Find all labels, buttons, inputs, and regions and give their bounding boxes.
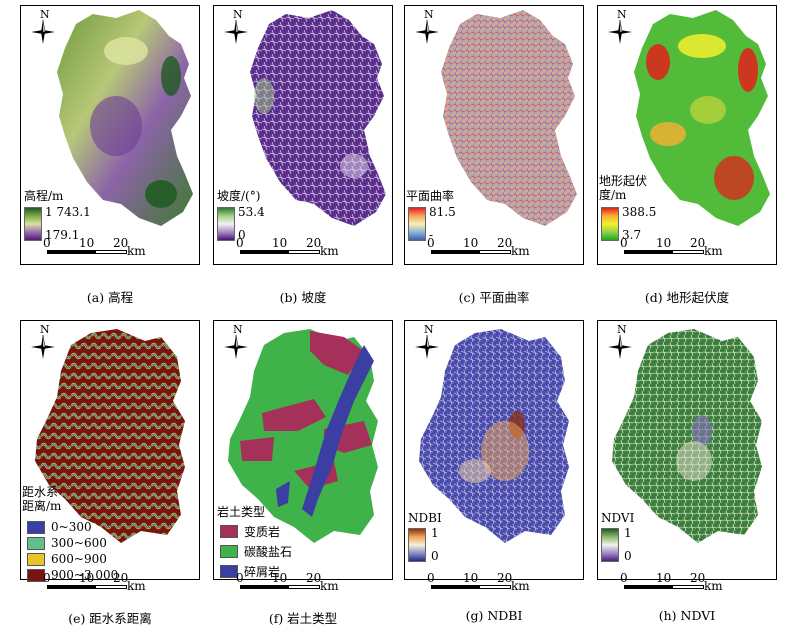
caption-a: (a) 高程 [86,290,134,305]
caption-d: (d) 地形起伏度 [644,290,730,305]
color-ramp [408,528,426,562]
scale-bar: 0 10 20 km [236,236,339,258]
panel-lithology: N 岩土类型 变质岩 碳酸盐石 碎屑岩 0 10 20 km [213,320,393,593]
caption-b: (b) 坡度 [279,290,327,305]
legend-item: 900~3 000 [27,567,118,583]
north-arrow-icon: N [411,8,443,46]
caption-f: (f) 岩土类型 [268,611,338,626]
scale-bar: 0 10 20 km [620,571,723,593]
legend-item: 0~300 [27,519,92,535]
color-ramp [24,207,42,241]
panel-ndbi: N NDBI 1 0 0 10 20 km [404,320,584,593]
relief-map [634,10,770,226]
legend-item: 碎屑岩 [220,563,280,579]
legend-item: 600~900 [27,551,107,567]
panel-river-distance: N 距水系 距离/m 0~300 300~600 600~900 900~3 00… [20,320,200,593]
north-arrow-icon: N [27,8,59,46]
legend-max: 1 [431,526,439,540]
color-ramp [408,207,426,241]
scale-bar: 0 10 20 km [427,236,530,258]
elevation-map [57,10,193,226]
legend-max: 388.5 [622,205,657,219]
ndbi-map [419,329,569,543]
north-arrow-icon: N [27,323,59,361]
north-arrow-icon: N [604,323,636,361]
legend-item: 300~600 [27,535,107,551]
legend-max: 1 [624,526,632,540]
legend-title: 高程/m [24,189,64,203]
legend-min: 3.7 [622,228,642,242]
panel-relief: N 地形起伏 度/m 388.5 3.7 0 10 20 km [597,5,777,265]
legend-title: 距水系 距离/m [22,485,62,513]
caption-e: (e) 距水系距离 [68,611,152,626]
legend-title: 平面曲率 [406,189,455,203]
scale-bar: 0 10 20 km [620,236,723,258]
legend-min: - [429,228,434,242]
panel-plan-curvature: N 平面曲率 81.5 - 0 10 20 km [404,5,584,265]
color-ramp [601,528,619,562]
legend-title: 地形起伏 度/m [599,174,648,202]
lithology-map [228,329,378,543]
legend-min: 179.1 [45,228,80,242]
north-arrow-icon: N [604,8,636,46]
panel-slope: N 坡度/(°) 53.4 0 0 10 20 km [213,5,393,265]
legend-item: 变质岩 [220,523,280,539]
legend-max: 53.4 [238,205,265,219]
north-arrow-icon: N [220,8,252,46]
caption-c: (c) 平面曲率 [458,290,530,305]
ndvi-map [612,329,762,543]
scale-bar: 0 10 20 km [427,571,530,593]
legend-max: 1 743.1 [45,205,91,219]
legend-min: 0 [431,549,439,563]
legend-min: 0 [238,228,246,242]
scale-bar: 0 10 20 km [43,236,146,258]
legend-min: 0 [624,549,632,563]
north-arrow-icon: N [411,323,443,361]
caption-g: (g) NDBI [465,608,523,623]
legend-title: 岩土类型 [217,505,266,519]
legend-title: NDBI [408,511,442,525]
legend-item: 碳酸盐石 [220,543,292,559]
color-ramp [217,207,235,241]
legend-title: 坡度/(°) [217,189,261,203]
north-arrow-icon: N [220,323,252,361]
slope-map [250,10,386,226]
panel-elevation: N 高程/m 1 743.1 179.1 0 10 20 km [20,5,200,265]
legend-max: 81.5 [429,205,456,219]
caption-h: (h) NDVI [658,608,716,623]
panel-ndvi: N NDVI 1 0 0 10 20 km [597,320,777,593]
color-ramp [601,207,619,241]
scale-bar: 0 10 20 km [236,571,339,593]
scale-bar: 0 10 20 km [43,571,146,593]
legend-title: NDVI [601,511,635,525]
